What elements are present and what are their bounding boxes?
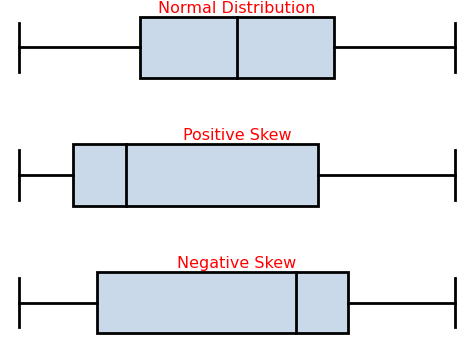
Bar <box>140 16 334 78</box>
Text: Positive Skew: Positive Skew <box>182 128 292 143</box>
Bar <box>73 145 318 206</box>
Bar <box>97 272 348 333</box>
Text: Negative Skew: Negative Skew <box>177 256 297 271</box>
Text: Normal Distribution: Normal Distribution <box>158 1 316 16</box>
